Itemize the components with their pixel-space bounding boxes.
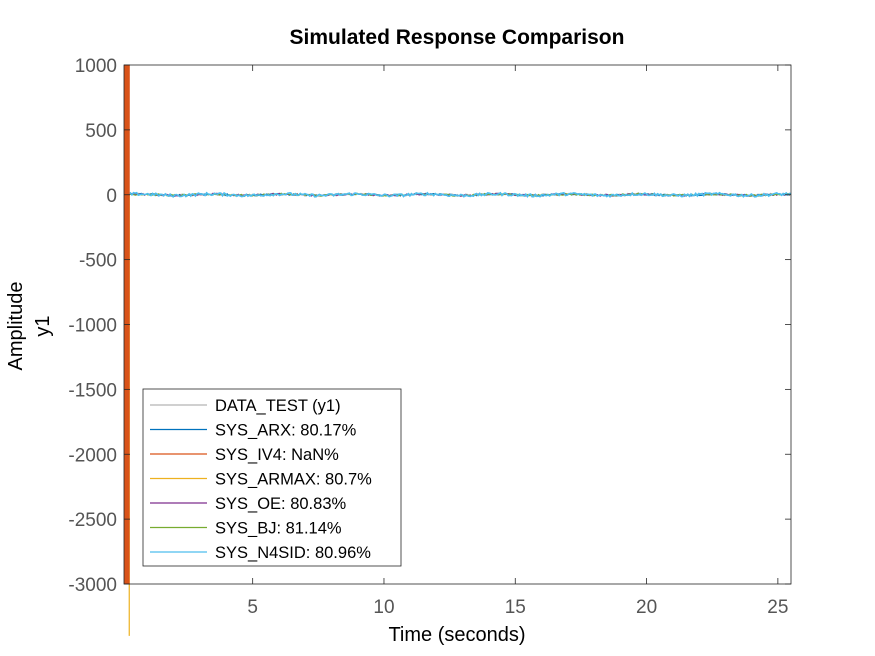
y-tick-label: 500	[85, 121, 117, 142]
legend-entry: SYS_IV4: NaN%	[215, 446, 339, 464]
x-tick-label: 25	[767, 597, 788, 618]
series-sys-iv4	[124, 65, 130, 585]
legend-entry: SYS_ARMAX: 80.7%	[215, 471, 372, 489]
y-tick-label: -1500	[68, 380, 117, 401]
x-tick-label: 5	[247, 597, 258, 618]
legend-entry: SYS_OE: 80.83%	[215, 495, 346, 513]
y-tick-label: -2000	[68, 445, 117, 466]
series-layer	[124, 65, 791, 636]
y-axis-label: Amplitude	[5, 282, 27, 371]
y-axis: 1000 500 0 -500 -1000 -1500 -2000 -2500 -3000	[68, 56, 791, 596]
y-axis-sublabel: y1	[32, 315, 54, 336]
y-tick-label: -3000	[68, 575, 117, 596]
series-sys-n4sid	[124, 191, 791, 198]
legend-box	[142, 388, 402, 567]
legend-entry: SYS_N4SID: 80.96%	[215, 544, 371, 562]
x-tick-label: 10	[373, 597, 394, 618]
legend-entry: SYS_ARX: 80.17%	[215, 422, 357, 440]
legend: DATA_TEST (y1) SYS_ARX: 80.17% SYS_IV4: Na…	[142, 388, 402, 567]
y-tick-label: 0	[106, 186, 117, 207]
y-tick-label: -2500	[68, 510, 117, 531]
chart-title: Simulated Response Comparison	[290, 26, 625, 49]
legend-items: DATA_TEST (y1) SYS_ARX: 80.17% SYS_IV4: Na…	[150, 397, 372, 562]
x-axis-label: Time (seconds)	[388, 624, 525, 646]
y-tick-label: -1000	[68, 316, 117, 337]
x-axis: 5 10 15 20 25	[247, 65, 788, 618]
y-tick-label: 1000	[75, 56, 117, 77]
legend-entry: SYS_BJ: 81.14%	[215, 520, 342, 538]
x-tick-label: 20	[636, 597, 657, 618]
x-tick-label: 15	[505, 597, 526, 618]
y-tick-label: -500	[79, 251, 117, 272]
legend-entry: DATA_TEST (y1)	[215, 397, 341, 415]
